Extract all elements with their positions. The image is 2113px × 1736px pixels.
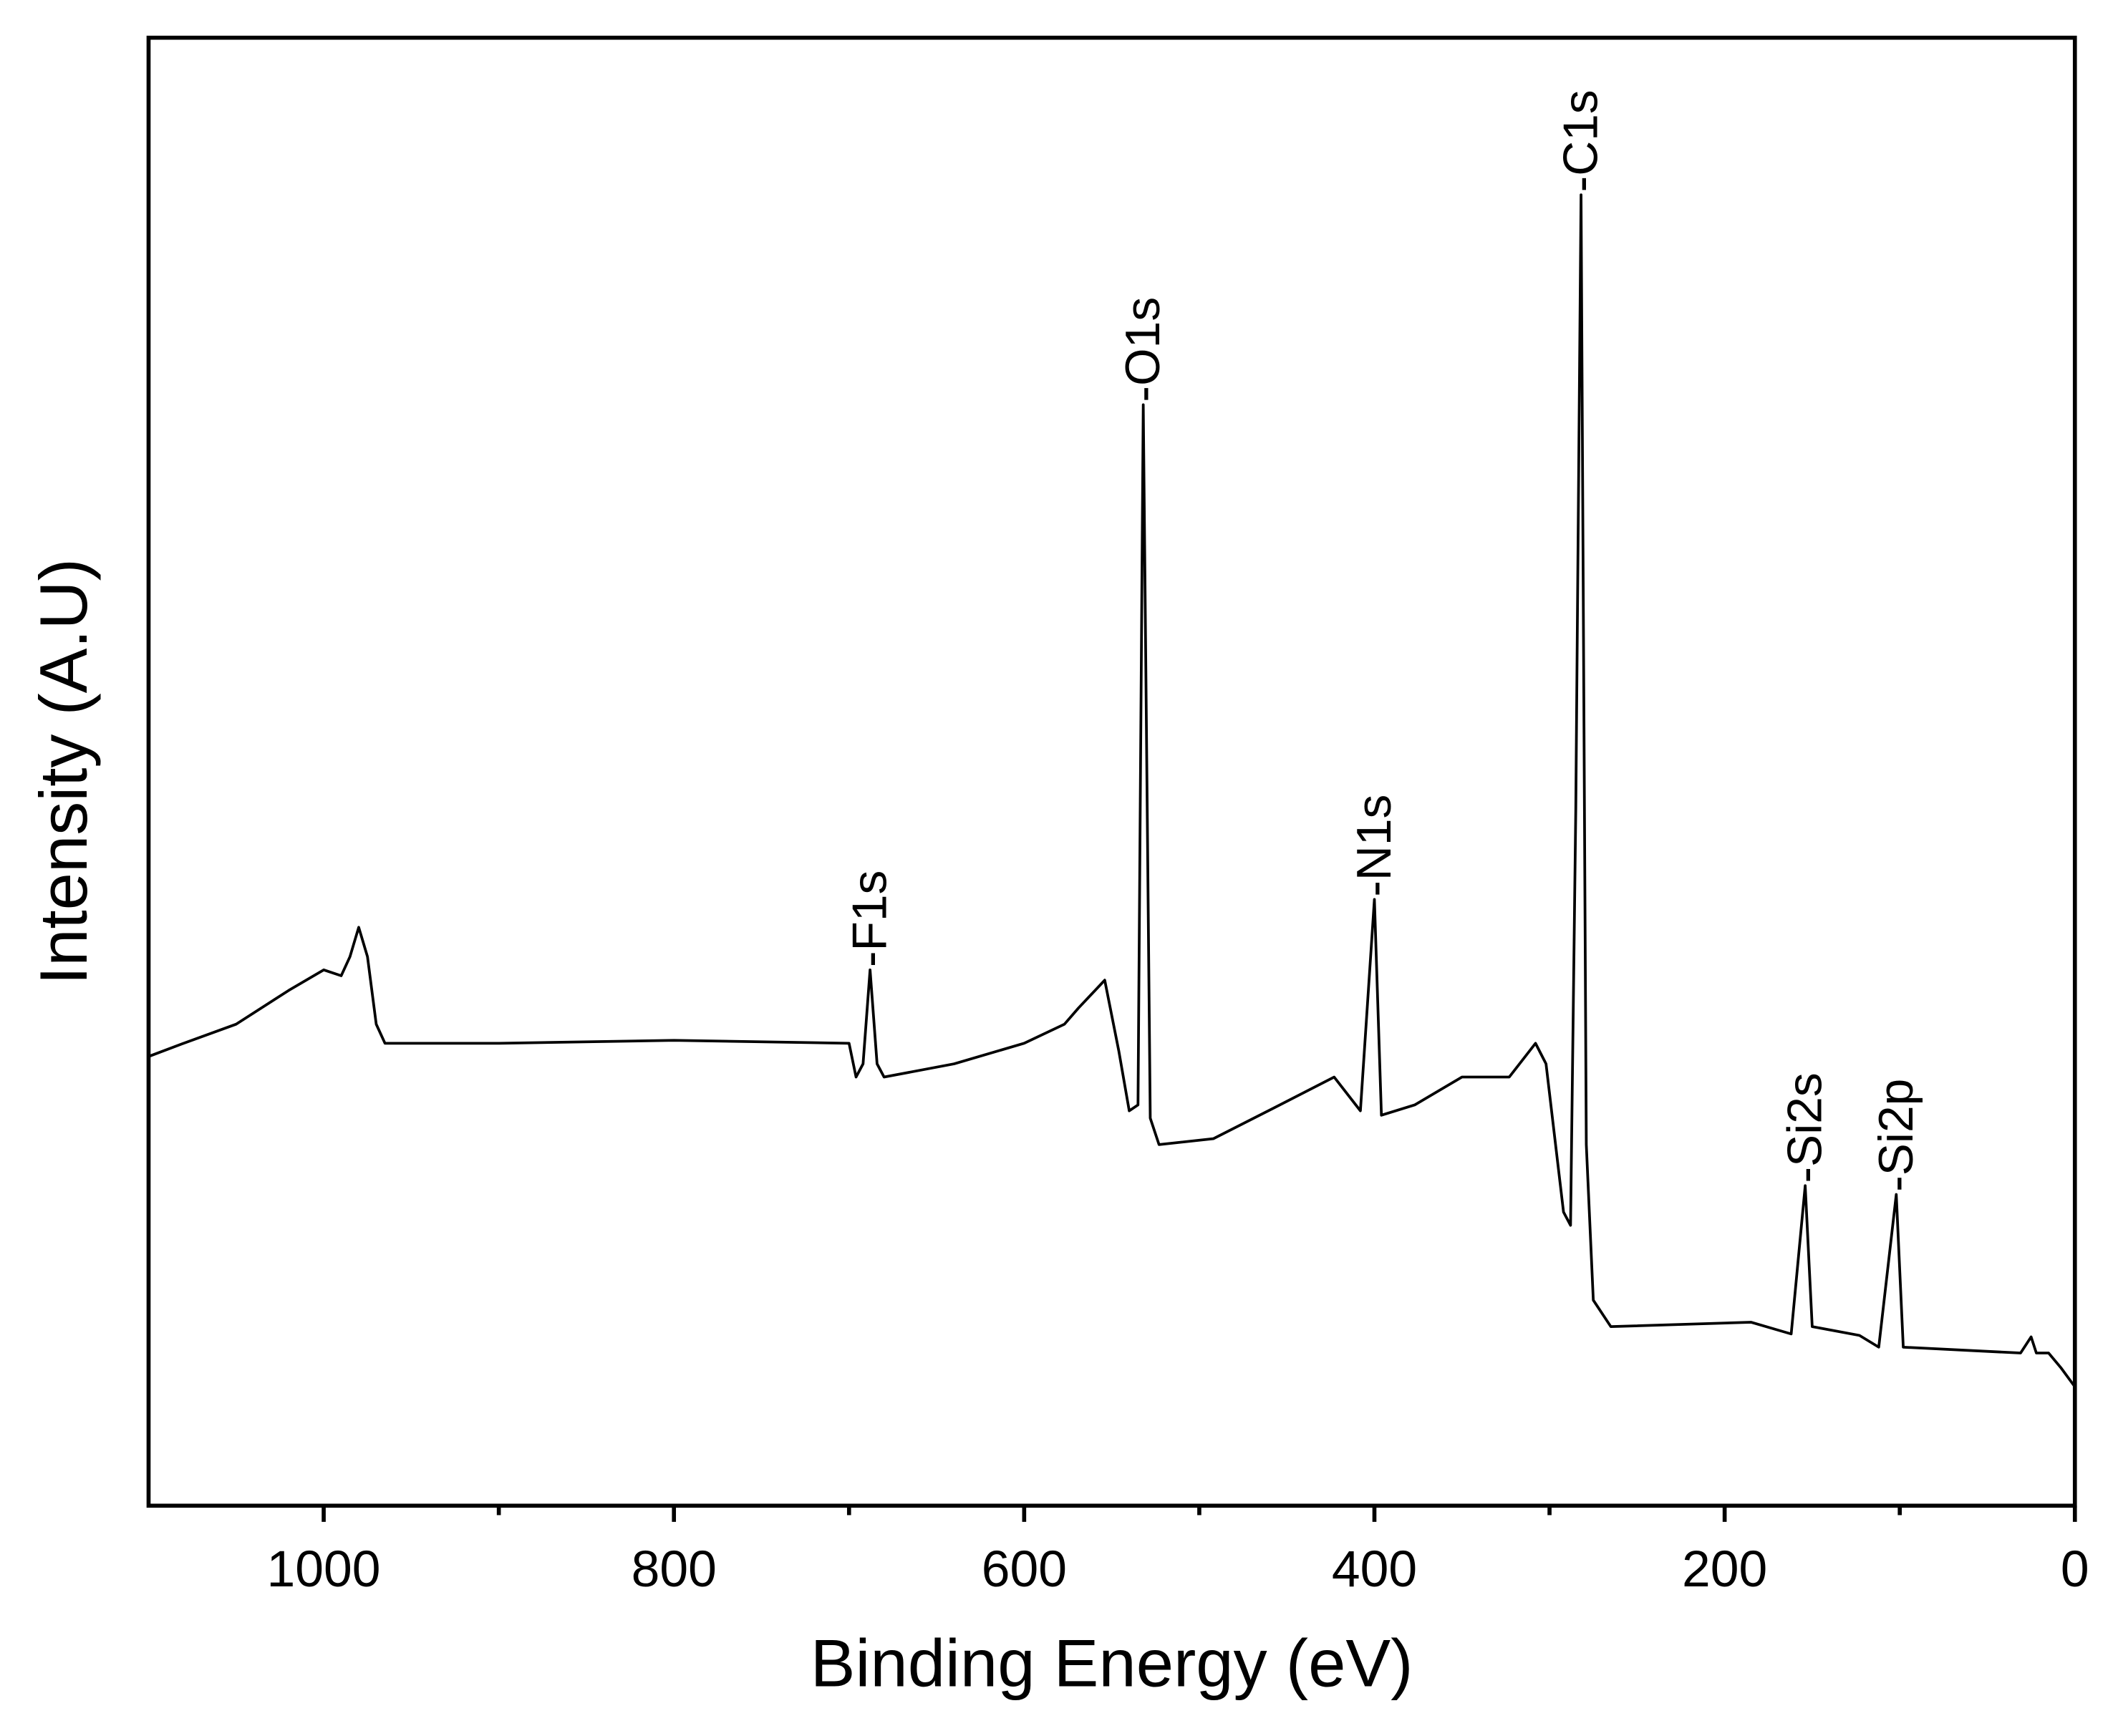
spectrum-line — [148, 193, 2076, 1388]
peak-label: -Si2p — [1870, 1079, 1923, 1192]
x-tick-label: 400 — [1332, 1541, 1417, 1598]
x-axis-label: Binding Energy (eV) — [811, 1625, 1413, 1700]
peak-label: -F1s — [843, 871, 897, 967]
x-tick-label: 1000 — [267, 1541, 381, 1598]
peak-label: -C1s — [1554, 89, 1608, 192]
peak-label: -O1s — [1116, 297, 1170, 402]
peak-label: -Si2s — [1779, 1072, 1832, 1183]
x-tick-label: 200 — [1682, 1541, 1767, 1598]
y-axis-label: Intensity (A.U) — [26, 558, 101, 985]
peak-label: -N1s — [1348, 795, 1401, 897]
x-tick-label: 0 — [2061, 1541, 2089, 1598]
x-tick-label: 600 — [982, 1541, 1067, 1598]
x-tick-label: 800 — [632, 1541, 717, 1598]
plot-frame — [146, 35, 2077, 1508]
